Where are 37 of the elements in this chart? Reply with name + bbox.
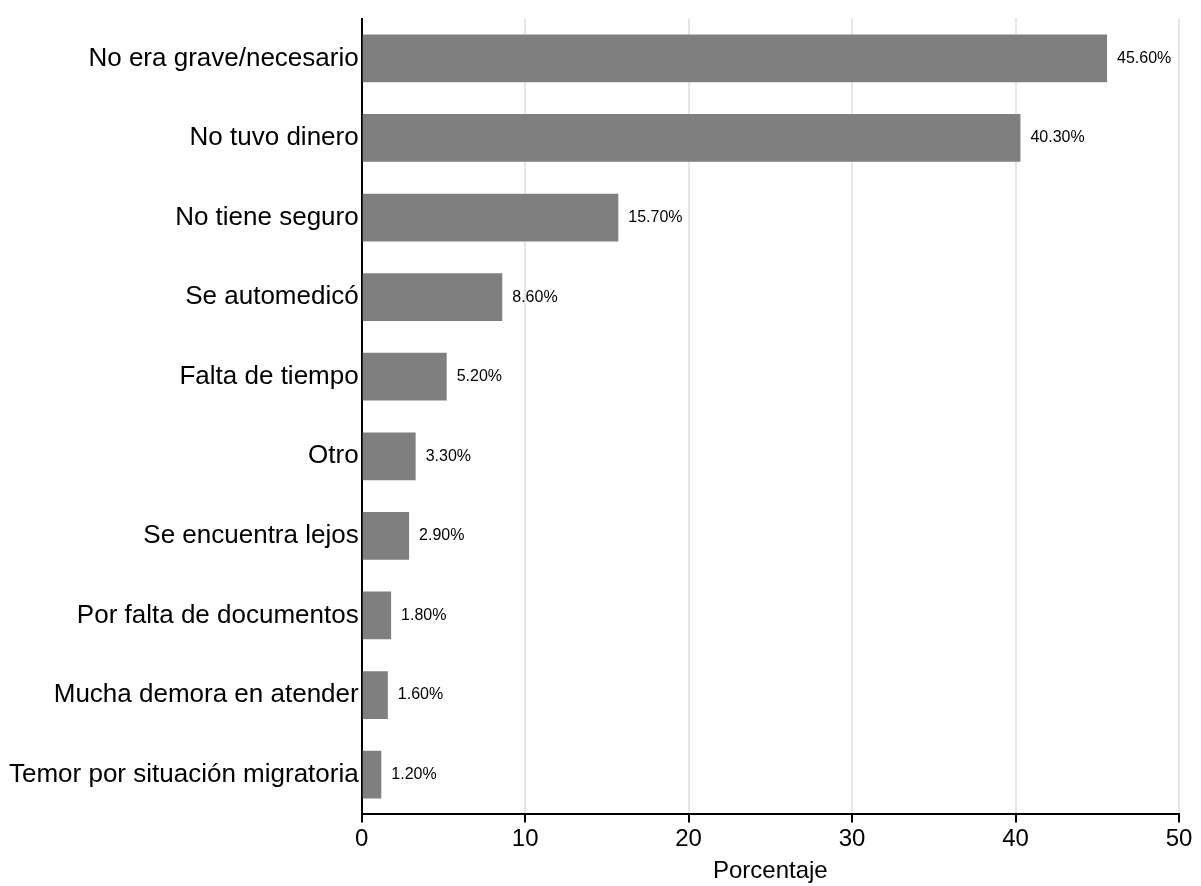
- data-label: 1.60%: [397, 685, 444, 703]
- data-label: 8.60%: [512, 287, 558, 305]
- x-tick-label: 30: [838, 824, 866, 852]
- x-tick-label: 40: [1002, 824, 1029, 852]
- data-label: 1.80%: [401, 605, 447, 623]
- bar: [362, 352, 447, 401]
- data-label: 5.20%: [456, 367, 503, 385]
- bar: [362, 591, 392, 640]
- bar: [362, 671, 388, 719]
- data-label: 40.30%: [1030, 128, 1085, 146]
- bar: [362, 750, 382, 799]
- bar: [362, 512, 410, 560]
- data-label: 15.70%: [628, 207, 683, 225]
- data-label: 3.30%: [425, 446, 472, 464]
- y-tick-label: No era grave/necesario: [88, 41, 359, 72]
- y-tick-label: Por falta de documentos: [76, 598, 359, 629]
- y-tick-label: Se automedicó: [185, 280, 359, 311]
- y-tick-label: Se encuentra lejos: [143, 519, 359, 550]
- y-tick-label: No tiene seguro: [175, 200, 359, 231]
- bar: [362, 34, 1108, 83]
- data-label: 45.60%: [1117, 48, 1172, 66]
- x-axis-title: Porcentaje: [712, 856, 828, 884]
- x-tick-label: 10: [511, 824, 539, 852]
- y-tick-label: No tuvo dinero: [189, 121, 359, 152]
- y-tick-label: Otro: [308, 439, 359, 470]
- y-tick-label: Falta de tiempo: [179, 359, 359, 390]
- x-tick-label: 0: [355, 824, 369, 852]
- bar: [362, 193, 619, 242]
- x-tick-label: 50: [1165, 824, 1193, 852]
- data-label: 1.20%: [391, 765, 437, 783]
- bar: [362, 432, 416, 481]
- y-tick-label: Mucha demora en atender: [53, 678, 360, 709]
- x-tick-label: 20: [675, 824, 702, 852]
- bar: [362, 273, 503, 321]
- y-tick-label: Temor por situación migratoria: [8, 757, 360, 788]
- bar: [362, 114, 1021, 162]
- data-label: 2.90%: [419, 526, 465, 544]
